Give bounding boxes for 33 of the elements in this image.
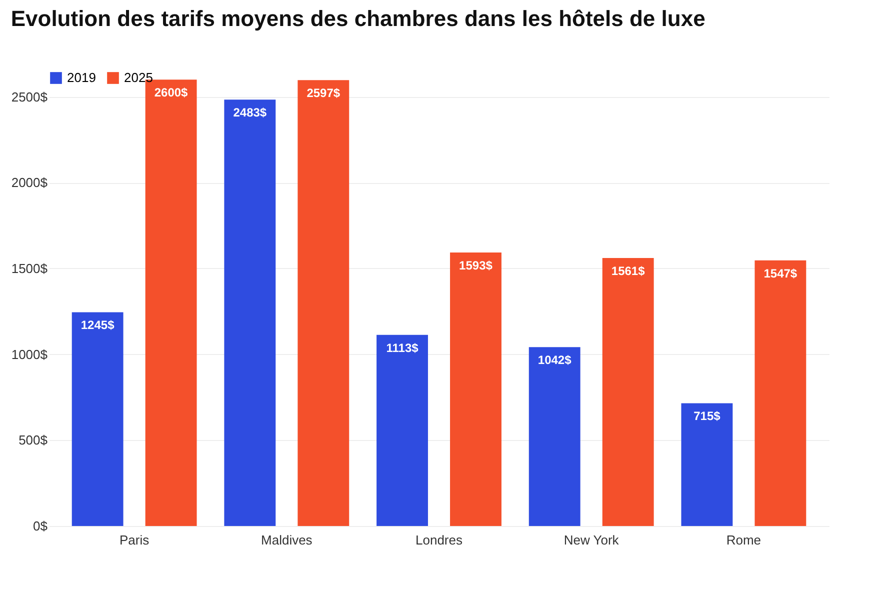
bar <box>450 252 502 526</box>
y-tick-label: 2000$ <box>11 175 48 190</box>
legend-label: 2025 <box>124 70 153 85</box>
y-tick-label: 0$ <box>33 518 48 534</box>
y-tick-label: 1500$ <box>11 260 48 276</box>
bar <box>602 258 654 526</box>
x-tick-label: New York <box>564 532 620 548</box>
data-label: 1547$ <box>764 266 798 280</box>
data-label: 1042$ <box>538 353 572 368</box>
data-label: 1113$ <box>386 340 419 355</box>
x-tick-label: Londres <box>416 532 463 548</box>
data-label: 715$ <box>694 409 721 424</box>
bar <box>72 312 124 526</box>
y-tick-label: 2500$ <box>11 89 48 104</box>
x-tick-label: Maldives <box>261 532 313 548</box>
data-label: 1593$ <box>459 258 493 272</box>
legend-label: 2019 <box>67 70 96 85</box>
bar <box>376 334 428 526</box>
data-label: 1561$ <box>611 264 646 278</box>
data-label: 1245$ <box>80 318 115 332</box>
y-tick-label: 1000$ <box>11 346 48 362</box>
chart-title: Evolution des tarifs moyens des chambres dans les hôtels de luxe <box>10 6 706 31</box>
data-label: 2600$ <box>154 86 188 100</box>
bar <box>298 80 350 526</box>
bar <box>528 347 580 526</box>
data-label: 2483$ <box>233 106 267 120</box>
y-tick-label: 500$ <box>18 432 48 448</box>
bar <box>224 100 276 526</box>
bar <box>681 403 733 526</box>
x-tick-label: Paris <box>120 532 150 548</box>
x-tick-label: Rome <box>726 532 762 548</box>
data-label: 2597$ <box>306 86 340 100</box>
bar <box>754 260 806 526</box>
